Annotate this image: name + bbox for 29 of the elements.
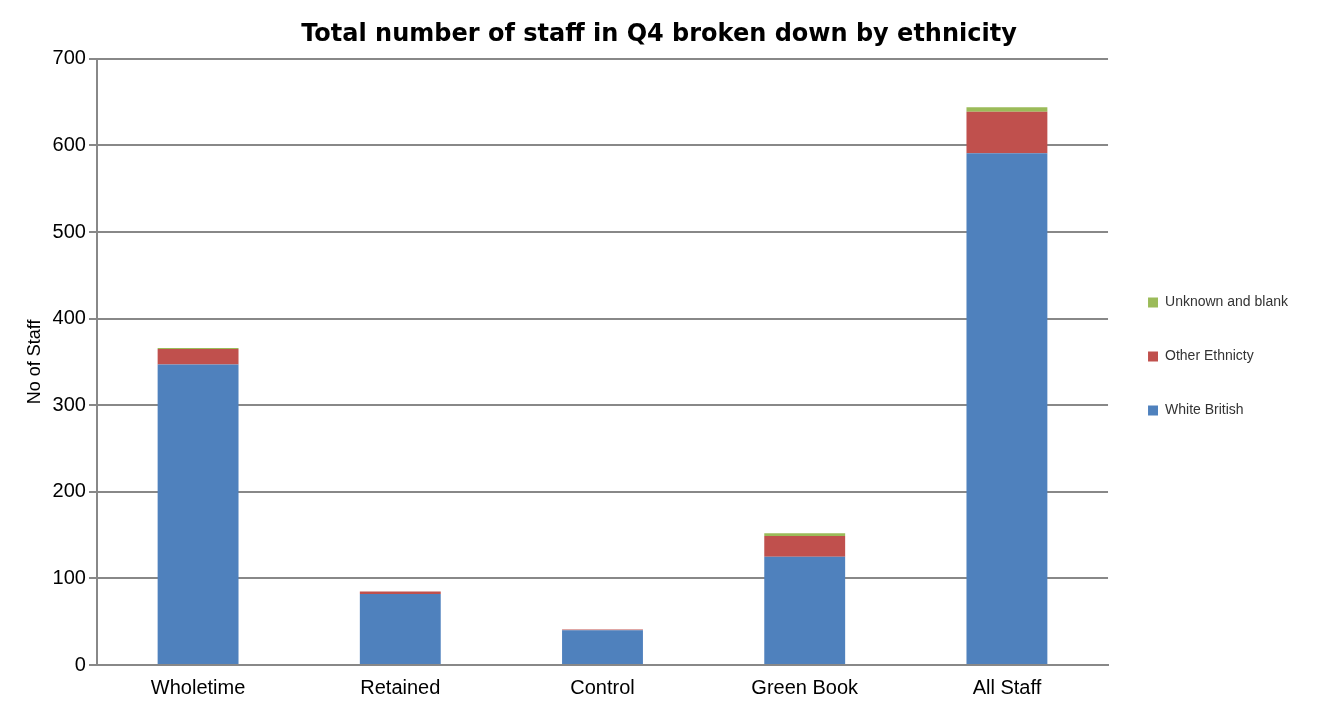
bar	[157, 364, 239, 664]
bar	[359, 593, 441, 664]
legend-label: Unknown and blank	[1165, 293, 1289, 310]
legend-label: Other Ethnicty	[1165, 347, 1254, 364]
y-tick-label: 400	[52, 306, 86, 329]
x-tick-label: Retained	[360, 675, 441, 698]
x-tick-label: Control	[570, 675, 635, 698]
bar	[764, 556, 846, 664]
y-tick-label: 600	[52, 132, 86, 155]
bar	[966, 153, 1048, 664]
y-tick-label: 700	[52, 46, 86, 69]
x-tick-label: Wholetime	[150, 675, 246, 698]
chart-title: Total number of staff in Q4 broken down by ethnicity	[301, 18, 1018, 47]
legend-label: White British	[1165, 401, 1244, 418]
x-tick-label: Green Book	[751, 675, 860, 698]
bar	[562, 630, 643, 664]
bar	[966, 107, 1048, 112]
bar	[764, 535, 846, 557]
bar	[764, 533, 846, 536]
y-tick-label: 0	[74, 652, 86, 675]
y-tick-label: 200	[52, 479, 86, 502]
bar	[359, 591, 441, 594]
bar	[157, 348, 239, 365]
y-tick-label: 500	[52, 219, 86, 242]
bar	[966, 111, 1048, 154]
y-tick-label: 300	[52, 392, 86, 415]
y-axis-title: No of Staff	[23, 318, 44, 405]
y-tick-label: 100	[52, 565, 86, 588]
x-tick-label: All Staff	[972, 675, 1042, 698]
